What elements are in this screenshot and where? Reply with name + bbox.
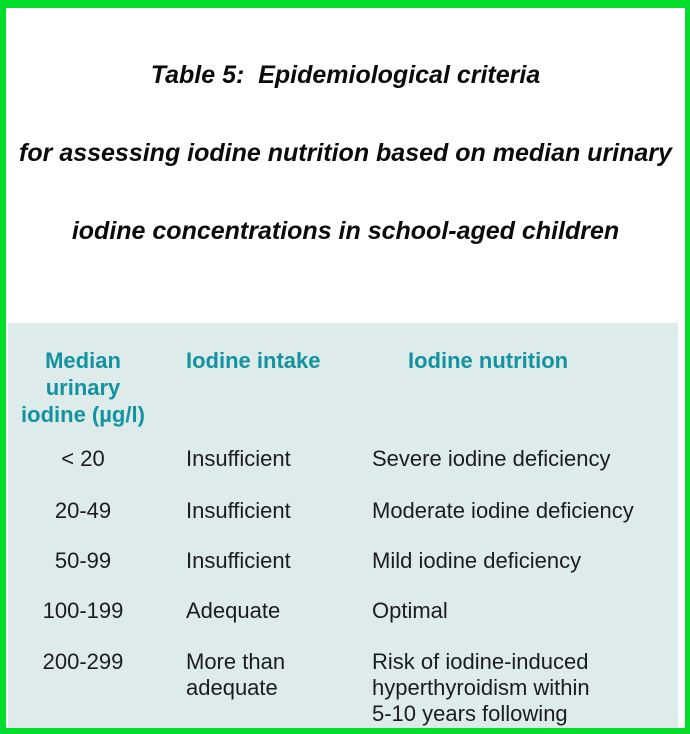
table-header-row: Median urinary iodine (µg/l) Iodine inta… bbox=[8, 347, 678, 428]
table-row: 200-299 More than adequate Risk of iodin… bbox=[8, 649, 678, 728]
iodine-criteria-table: Median urinary iodine (µg/l) Iodine inta… bbox=[8, 323, 678, 728]
cell-iodine-nutrition: Moderate iodine deficiency bbox=[372, 498, 634, 523]
cell-median-urinary-iodine: 200-299 bbox=[42, 649, 124, 674]
header-iodine-nutrition: Iodine nutrition bbox=[408, 348, 569, 373]
cell-iodine-nutrition: Risk of iodine-induced hyperthyroidism w… bbox=[372, 649, 626, 728]
table-row: < 20 Insufficient Severe iodine deficien… bbox=[8, 446, 678, 472]
cell-iodine-nutrition: Mild iodine deficiency bbox=[372, 548, 582, 573]
cell-iodine-intake: Insufficient bbox=[186, 446, 291, 471]
table-title-line-2: for assessing iodine nutrition based on … bbox=[19, 139, 672, 167]
cell-median-urinary-iodine: < 20 bbox=[61, 446, 105, 471]
cell-iodine-nutrition: Optimal bbox=[372, 598, 448, 623]
header-median-urinary-iodine: Median urinary iodine (µg/l) bbox=[21, 348, 145, 427]
cell-iodine-intake: More than adequate bbox=[186, 649, 286, 700]
table-title-line-1: Table 5: Epidemiological criteria bbox=[150, 61, 541, 89]
cell-median-urinary-iodine: 100-199 bbox=[42, 598, 124, 623]
cell-median-urinary-iodine: 20-49 bbox=[54, 498, 112, 523]
table-row: 20-49 Insufficient Moderate iodine defic… bbox=[8, 498, 678, 524]
cell-iodine-nutrition: Severe iodine deficiency bbox=[372, 446, 611, 471]
cell-iodine-intake: Insufficient bbox=[186, 548, 291, 573]
cell-iodine-intake: Adequate bbox=[186, 598, 281, 623]
cell-median-urinary-iodine: 50-99 bbox=[54, 548, 112, 573]
cell-iodine-intake: Insufficient bbox=[186, 498, 291, 523]
table-row: 100-199 Adequate Optimal bbox=[8, 598, 678, 624]
table-title: Table 5: Epidemiological criteria for as… bbox=[6, 10, 685, 296]
table-row: 50-99 Insufficient Mild iodine deficienc… bbox=[8, 548, 678, 574]
table-title-line-3: iodine concentrations in school-aged chi… bbox=[71, 217, 620, 245]
header-iodine-intake: Iodine intake bbox=[186, 348, 321, 373]
